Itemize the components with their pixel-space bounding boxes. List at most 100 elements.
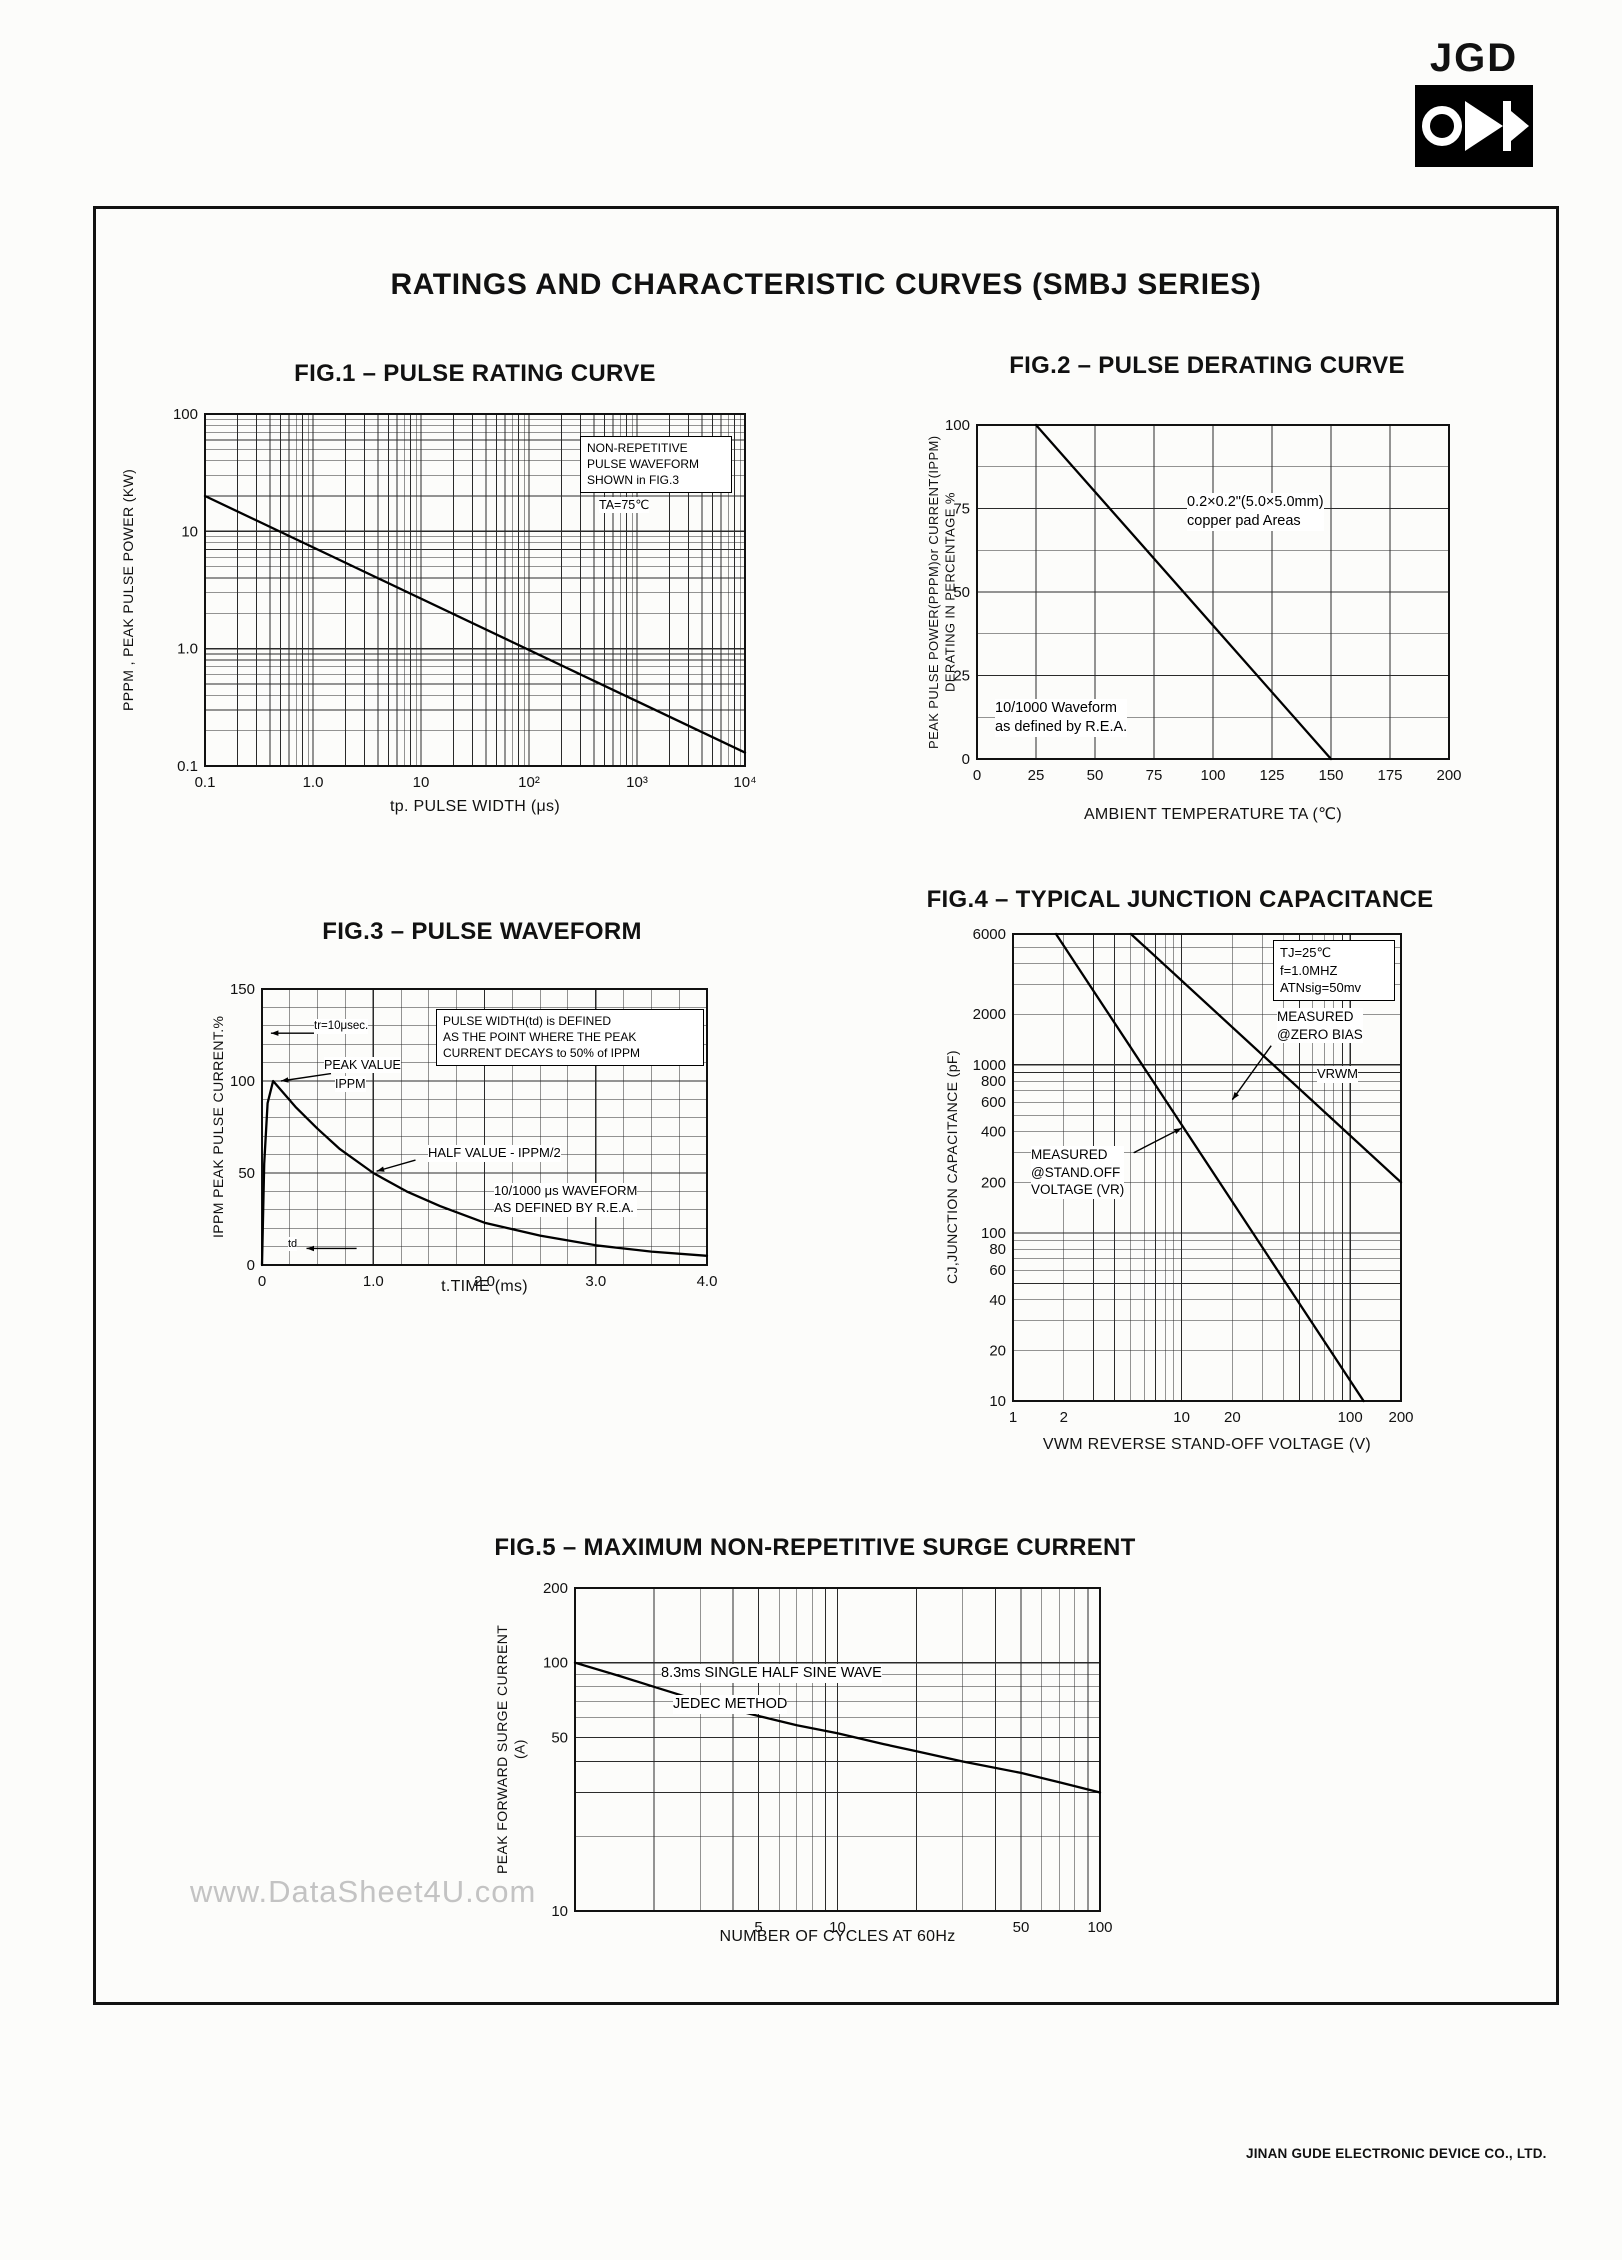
svg-text:100: 100: [543, 1655, 568, 1672]
fig5-sine-wave-note: 8.3ms SINGLE HALF SINE WAVE: [661, 1664, 882, 1683]
fig3-peak-value-label: PEAK VALUE: [324, 1057, 401, 1074]
svg-text:10²: 10²: [518, 774, 540, 791]
diode-logo-icon: [1415, 85, 1533, 167]
fig5-x-axis-label: NUMBER OF CYCLES AT 60Hz: [719, 1928, 956, 1945]
fig3-td-label: td: [288, 1237, 298, 1252]
svg-text:175: 175: [1377, 767, 1402, 784]
svg-text:80: 80: [989, 1241, 1006, 1258]
svg-text:10: 10: [181, 523, 198, 540]
svg-text:100: 100: [173, 406, 198, 423]
svg-text:0: 0: [258, 1273, 266, 1290]
fig2-waveform-note: 10/1000 Waveform as defined by R.E.A.: [995, 699, 1128, 737]
svg-text:100: 100: [981, 1225, 1006, 1242]
watermark: www.DataSheet4U.com: [190, 1874, 537, 1909]
svg-text:75: 75: [1146, 767, 1163, 784]
svg-text:4.0: 4.0: [697, 1273, 718, 1290]
fig4-plot: 1 2 10 20 100 2001020406080100200400600800100…: [973, 926, 1414, 1426]
svg-text:3.0: 3.0: [585, 1273, 606, 1290]
fig1-title: FIG.1 – PULSE RATING CURVE: [294, 360, 656, 387]
fig2-chart: 0 25 50 75 100 125 150 175 200 0 25 50 75 100 0.2×0.2…: [919, 411, 1467, 799]
fig1-waveform-note: NON-REPETITIVE PULSE WAVEFORM SHOWN in F…: [580, 436, 732, 493]
fig4-title: FIG.4 – TYPICAL JUNCTION CAPACITANCE: [926, 886, 1434, 913]
svg-text:10: 10: [413, 774, 430, 791]
footer-company: JINAN GUDE ELECTRONIC DEVICE CO., LTD.: [1246, 2146, 1547, 2161]
svg-text:100: 100: [1338, 1409, 1363, 1426]
svg-text:25: 25: [1028, 767, 1045, 784]
fig4-zero-bias-label: MEASURED @ZERO BIAS: [1277, 1008, 1363, 1044]
svg-text:800: 800: [981, 1073, 1006, 1090]
fig2-title: FIG.2 – PULSE DERATING CURVE: [1009, 352, 1405, 379]
fig1-chart: 0.1 1.0 10 10² 10³ 10⁴ 100 10 1.0 0.1 NON-REPETIT…: [147, 400, 763, 806]
svg-text:200: 200: [1388, 1409, 1413, 1426]
fig3-pulse-width-note: PULSE WIDTH(td) is DEFINED AS THE POINT …: [436, 1009, 704, 1066]
fig3-tr-note: tr=10μsec.: [314, 1019, 369, 1034]
fig2-plot: 0 25 50 75 100 125 150 175 200 0 25 50 75 100: [945, 417, 1462, 784]
svg-text:400: 400: [981, 1124, 1006, 1141]
svg-text:10: 10: [551, 1903, 568, 1920]
svg-text:5: 5: [754, 1919, 762, 1936]
fig4-x-axis-label: VWM REVERSE STAND-OFF VOLTAGE (V): [1042, 1436, 1372, 1453]
svg-text:1: 1: [1009, 1409, 1017, 1426]
fig5-jedec-note: JEDEC METHOD: [673, 1695, 788, 1714]
svg-text:0.1: 0.1: [177, 758, 198, 775]
logo: JGD: [1408, 36, 1540, 172]
svg-text:200: 200: [1436, 767, 1461, 784]
fig4-standoff-label: MEASURED @STAND.OFF VOLTAGE (VR): [1031, 1146, 1125, 1199]
fig5-plot: 5 10 50 100 10 50 100 200: [543, 1580, 1113, 1936]
svg-text:125: 125: [1259, 767, 1284, 784]
svg-text:150: 150: [230, 981, 255, 998]
fig1-x-axis-label: tp. PULSE WIDTH (μs): [390, 798, 560, 815]
fig2-pad-note: 0.2×0.2"(5.0×5.0mm) copper pad Areas: [1187, 493, 1324, 531]
fig2-y-axis-label-line1: PEAK PULSE POWER(PPPM)or CURRENT(IPPM): [926, 435, 941, 749]
logo-text: JGD: [1429, 36, 1519, 80]
svg-text:1.0: 1.0: [303, 774, 324, 791]
svg-text:0: 0: [973, 767, 981, 784]
svg-text:200: 200: [981, 1174, 1006, 1191]
svg-text:0.1: 0.1: [195, 774, 216, 791]
fig4-vrwm-label: VRWM: [1317, 1066, 1358, 1083]
fig5-y-axis-label: PEAK FORWARD SURGE CURRENT (A): [494, 1588, 529, 1911]
svg-text:100: 100: [945, 417, 970, 434]
svg-text:1.0: 1.0: [177, 641, 198, 658]
svg-text:50: 50: [1087, 767, 1104, 784]
svg-text:0: 0: [247, 1257, 255, 1274]
fig2-y-axis-label-line2: DERATING IN PERCENTAGE %: [942, 492, 958, 692]
svg-text:100: 100: [230, 1073, 255, 1090]
fig4-y-axis-label: CJ,JUNCTION CAPACITANCE (pF): [944, 1050, 960, 1285]
svg-text:10: 10: [989, 1393, 1006, 1410]
svg-text:25: 25: [953, 668, 970, 685]
svg-text:100: 100: [1200, 767, 1225, 784]
svg-text:50: 50: [953, 584, 970, 601]
svg-text:40: 40: [989, 1292, 1006, 1309]
svg-text:0: 0: [962, 751, 970, 768]
svg-text:50: 50: [1013, 1919, 1030, 1936]
svg-text:10³: 10³: [626, 774, 648, 791]
fig3-x-axis-label: t.TIME (ms): [441, 1278, 528, 1295]
svg-text:20: 20: [989, 1342, 1006, 1359]
svg-text:60: 60: [989, 1262, 1006, 1279]
page-title: RATINGS AND CHARACTERISTIC CURVES (SMBJ …: [390, 268, 1262, 301]
svg-text:100: 100: [1087, 1919, 1112, 1936]
svg-text:75: 75: [953, 501, 970, 518]
fig1-y-axis-label: PPPM , PEAK PULSE POWER (KW): [120, 468, 136, 712]
fig5-title: FIG.5 – MAXIMUM NON-REPETITIVE SURGE CUR…: [494, 1534, 1136, 1561]
svg-text:600: 600: [981, 1094, 1006, 1111]
svg-text:20: 20: [1224, 1409, 1241, 1426]
content-frame: [93, 206, 1559, 2005]
fig1-ta-note: TA=75℃: [599, 497, 650, 514]
fig3-chart: 0 1.0 2.0 3.0 4.0 0 50 100 150 tr=10μsec. PEAK V…: [204, 975, 725, 1305]
svg-text:1000: 1000: [973, 1057, 1006, 1074]
fig5-chart: 5 10 50 100 10 50 100 200 8.3ms SINGLE HALF SIN…: [517, 1574, 1118, 1951]
fig2-x-axis-label: AMBIENT TEMPERATURE TA (℃): [1083, 806, 1343, 823]
svg-text:2000: 2000: [973, 1006, 1006, 1023]
svg-text:2: 2: [1060, 1409, 1068, 1426]
fig3-ippm-label: IPPM: [335, 1076, 366, 1093]
svg-text:200: 200: [543, 1580, 568, 1597]
fig5-y-axis-label-line2: (A): [511, 1739, 528, 1760]
jgd-logo-icon: [1408, 85, 1540, 172]
fig3-title: FIG.3 – PULSE WAVEFORM: [322, 918, 642, 945]
svg-text:6000: 6000: [973, 926, 1006, 943]
fig3-half-value-label: HALF VALUE - IPPM/2: [428, 1145, 561, 1162]
svg-text:50: 50: [238, 1165, 255, 1182]
